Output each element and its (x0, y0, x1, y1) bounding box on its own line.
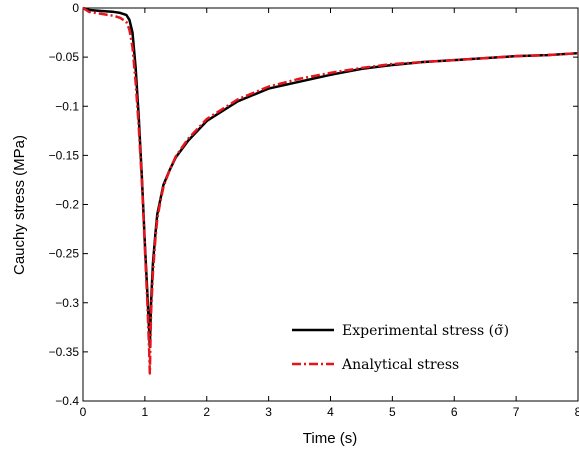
series-line-experimental (82, 6, 579, 349)
y-tick-labels: 0 −0.05 −0.1 −0.15 −0.2 −0.25 −0.3 −0.35 −0.4 (49, 1, 80, 408)
y-tick-label: −0.15 (49, 148, 80, 162)
y-tick-label: −0.35 (49, 345, 80, 359)
x-tick-label: 3 (265, 405, 272, 419)
legend: Experimental stress (σ̃) Analytical stre… (283, 313, 575, 385)
x-tick-label: 2 (203, 405, 210, 419)
legend-label-experimental: Experimental stress (σ̃) (342, 323, 509, 339)
y-axis-label: Cauchy stress (MPa) (11, 135, 28, 275)
x-tick-label: 8 (575, 405, 579, 419)
x-tick-label: 0 (80, 405, 87, 419)
y-tick-label: 0 (72, 1, 79, 15)
series-line-analytical (82, 6, 579, 375)
x-axis-label: Time (s) (303, 430, 357, 447)
legend-box (283, 313, 575, 385)
x-tick-label: 4 (327, 405, 334, 419)
y-tick-label: −0.1 (55, 99, 79, 113)
x-tick-label: 1 (142, 405, 149, 419)
x-tick-label: 6 (451, 405, 458, 419)
series-layer (82, 6, 579, 375)
x-tick-label: 7 (513, 405, 520, 419)
x-tick-labels: 0 1 2 3 4 5 6 7 8 (80, 405, 579, 419)
y-tick-label: −0.2 (55, 198, 79, 212)
x-tick-label: 5 (389, 405, 396, 419)
y-tick-label: −0.4 (55, 394, 79, 408)
y-tick-label: −0.3 (55, 296, 79, 310)
legend-label-analytical: Analytical stress (341, 357, 459, 373)
y-tick-label: −0.05 (49, 50, 80, 64)
y-tick-label: −0.25 (49, 247, 80, 261)
